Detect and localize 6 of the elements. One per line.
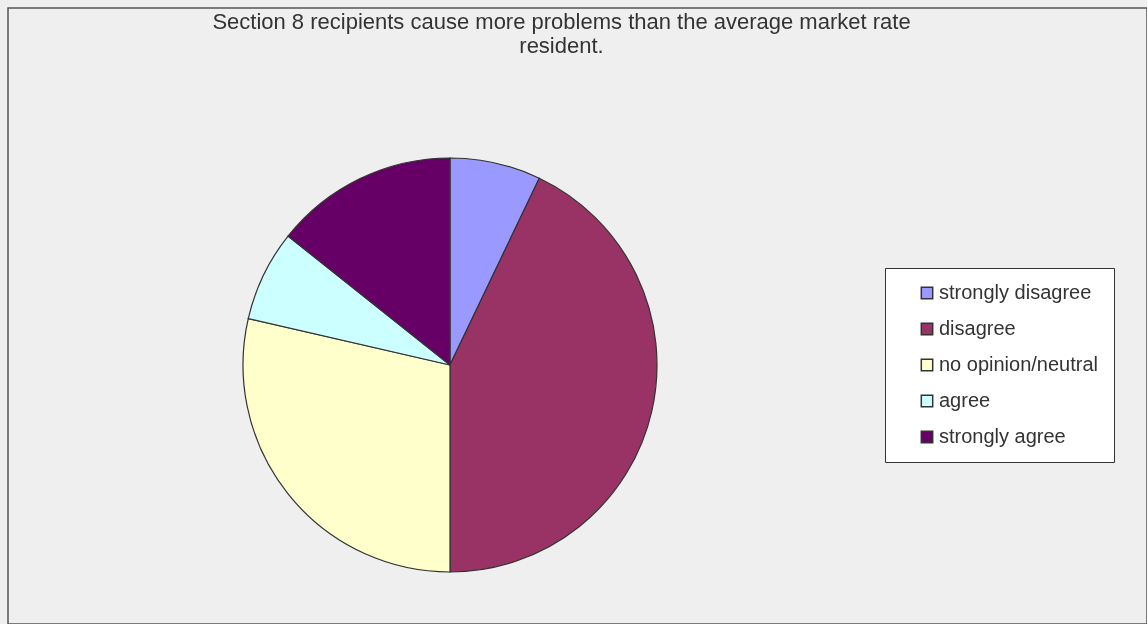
legend-label: strongly agree xyxy=(939,425,1066,447)
legend-label: disagree xyxy=(939,317,1016,339)
legend-label: no opinion/neutral xyxy=(939,353,1099,375)
chart-title: Section 8 recipients cause more problems than the average market rate resident. xyxy=(212,9,911,58)
legend-label: agree xyxy=(939,389,991,411)
legend-label: strongly disagree xyxy=(939,281,1092,303)
